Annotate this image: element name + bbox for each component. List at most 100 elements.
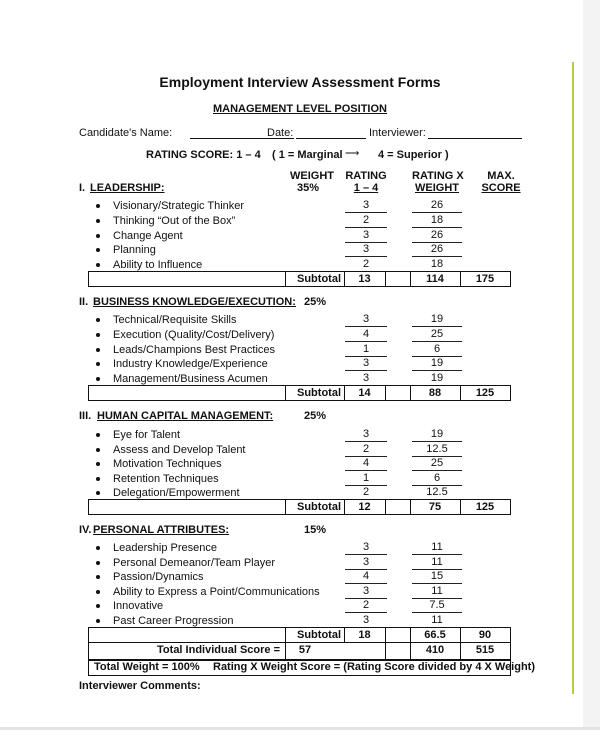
subtotal-rating: 18 (358, 629, 371, 641)
rating-field[interactable]: 2 (362, 599, 370, 612)
criterion-label: Ability to Influence (113, 259, 203, 271)
weighted-score-field[interactable]: 18 (430, 213, 444, 226)
cell-divider (385, 386, 386, 400)
rating-underline (345, 583, 387, 585)
cell-divider (344, 500, 345, 514)
criterion-label: Assess and Develop Talent (113, 443, 246, 456)
rating-field[interactable]: 4 (362, 570, 370, 583)
section-heading: LEADERSHIP: (90, 182, 165, 194)
rating-field[interactable]: 3 (362, 555, 370, 568)
weighted-score-field[interactable]: 11 (431, 584, 443, 597)
rating-underline (345, 256, 387, 258)
weighted-score-field[interactable]: 12.5 (426, 486, 448, 498)
date-label: Date: (267, 127, 294, 139)
rating-field[interactable]: 2 (362, 442, 370, 455)
criterion-label: Leadership Presence (113, 542, 217, 554)
rating-underline (345, 612, 387, 614)
cell-divider (385, 272, 386, 286)
footnote-row: Total Weight = 100% Rating X Weight Scor… (88, 659, 535, 676)
weighted-score-field[interactable]: 15 (430, 570, 444, 583)
subtotal-score: 114 (426, 273, 444, 285)
weighted-score-field[interactable]: 7.5 (429, 599, 445, 612)
weighted-score-field[interactable]: 6 (433, 471, 441, 484)
header-rxw: RATING X (412, 170, 464, 182)
score-underline (412, 455, 462, 457)
rating-underline (345, 370, 387, 372)
subtotal-score: 88 (428, 387, 442, 399)
bullet-icon (96, 263, 100, 267)
rating-field[interactable]: 3 (362, 614, 370, 626)
weighted-score-field[interactable]: 19 (430, 357, 444, 370)
weighted-score-field[interactable]: 19 (430, 428, 444, 440)
criterion-label: Retention Techniques (113, 472, 219, 485)
subtotal-row: Subtotal 12 75 125 (88, 499, 511, 515)
weighted-score-field[interactable]: 11 (431, 541, 443, 553)
bullet-icon (96, 248, 100, 253)
cell-divider (460, 500, 461, 514)
subtotal-label: Subtotal (297, 501, 341, 513)
rating-field[interactable]: 3 (362, 313, 370, 325)
weighted-score-field[interactable]: 12.5 (426, 442, 448, 455)
score-underline (412, 470, 462, 471)
weighted-score-field[interactable]: 11 (431, 555, 443, 568)
cell-divider (344, 272, 345, 286)
score-underline (412, 583, 462, 585)
score-underline (412, 340, 462, 342)
rating-field[interactable]: 4 (362, 327, 370, 340)
rating-field[interactable]: 3 (362, 357, 370, 370)
weighted-score-field[interactable]: 19 (430, 313, 444, 325)
rating-field[interactable]: 2 (362, 258, 370, 270)
rating-field[interactable]: 3 (362, 428, 370, 440)
criterion-label: Thinking “Out of the Box” (113, 214, 236, 227)
weighted-score-field[interactable]: 19 (430, 372, 444, 384)
subtotal-max: 175 (475, 273, 495, 285)
rating-field[interactable]: 2 (362, 486, 370, 498)
weighted-score-field[interactable]: 25 (430, 457, 444, 469)
weighted-score-field[interactable]: 11 (431, 614, 443, 626)
subtotal-rating: 14 (358, 387, 371, 399)
weighted-score-field[interactable]: 26 (430, 243, 444, 256)
section-numeral: II. (79, 296, 89, 308)
weighted-score-field[interactable]: 25 (430, 327, 444, 340)
weighted-score-field[interactable]: 6 (433, 342, 441, 355)
criterion-label: Planning (113, 244, 156, 257)
rating-field[interactable]: 3 (362, 199, 370, 211)
candidate-name-field[interactable] (190, 138, 294, 139)
header-rxw-weight: WEIGHT (415, 182, 459, 194)
score-underline (412, 355, 462, 357)
score-underline (412, 326, 462, 327)
rating-field[interactable]: 1 (362, 342, 370, 355)
interviewer-label: Interviewer: (369, 127, 426, 139)
rating-field[interactable]: 4 (362, 457, 370, 469)
cell-divider (344, 386, 345, 400)
rating-field[interactable]: 3 (362, 584, 370, 597)
cell-divider (385, 628, 386, 642)
interviewer-field[interactable] (428, 138, 522, 139)
bullet-icon (96, 476, 100, 481)
bullet-icon (96, 332, 100, 337)
rating-underline (345, 470, 387, 471)
bullet-icon (96, 433, 100, 437)
section-weight: 25% (304, 410, 327, 422)
rating-field[interactable]: 3 (362, 372, 370, 384)
cell-divider (344, 628, 345, 642)
criterion-label: Management/Business Acumen (113, 373, 268, 385)
weighted-score-field[interactable]: 26 (430, 228, 444, 241)
rating-field[interactable]: 1 (362, 471, 370, 484)
total-max: 515 (475, 644, 495, 656)
rating-field[interactable]: 2 (362, 213, 370, 226)
rating-field[interactable]: 3 (362, 228, 370, 241)
cell-divider (285, 272, 286, 286)
rating-field[interactable]: 3 (362, 541, 370, 553)
page-edge-accent-line (572, 62, 574, 694)
form-title: Employment Interview Assessment Forms (159, 74, 441, 90)
subtotal-label: Subtotal (297, 273, 341, 285)
rating-field[interactable]: 3 (362, 243, 370, 256)
bullet-icon (96, 462, 100, 466)
date-field[interactable] (296, 138, 366, 139)
score-underline (412, 441, 462, 442)
weighted-score-field[interactable]: 18 (430, 258, 444, 270)
header-rating: RATING (345, 170, 387, 182)
weighted-score-field[interactable]: 26 (430, 199, 444, 211)
interviewer-comments-label: Interviewer Comments: (79, 680, 201, 692)
